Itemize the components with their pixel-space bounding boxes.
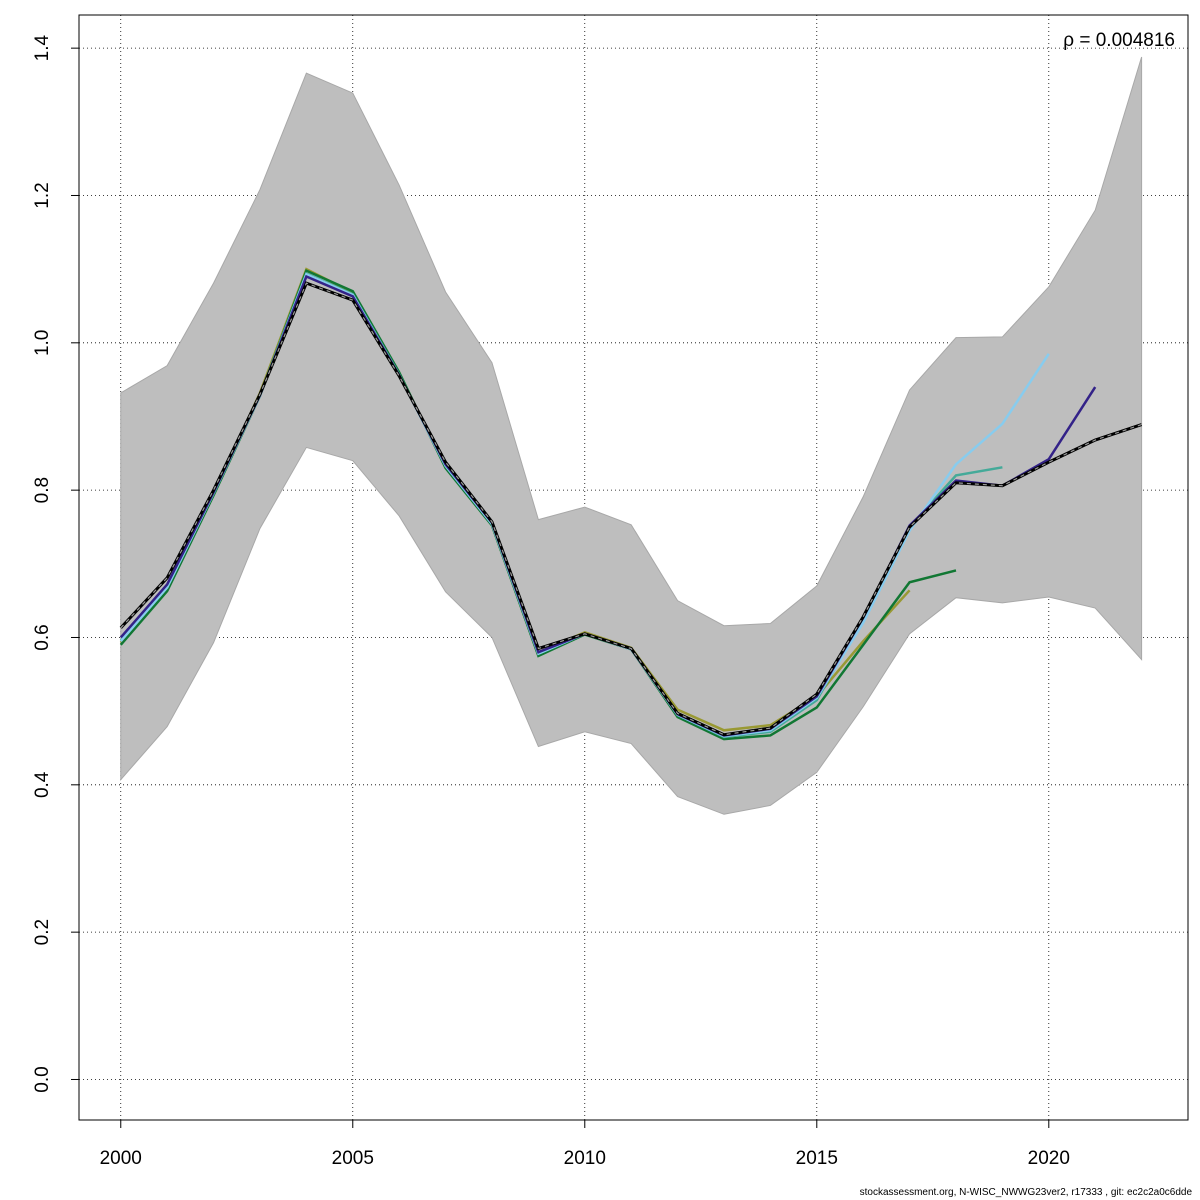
y-tick-label: 0.2: [32, 919, 53, 945]
base-run-dash: [120, 282, 1142, 736]
plot-frame: [78, 14, 1189, 1121]
footer-credit: stockassessment.org, N-WISC_NWWG23ver2, …: [859, 1187, 1192, 1198]
y-tick-label: 1.0: [32, 330, 53, 356]
confidence-band-area: [120, 56, 1143, 815]
x-tick-label: 2010: [564, 1148, 606, 1169]
y-tick-label: 0.8: [32, 477, 53, 503]
y-tick-label: 0.4: [32, 771, 53, 798]
y-tick-label: 1.2: [32, 182, 53, 208]
x-tick-label: 2005: [332, 1148, 374, 1169]
rho-annotation: ρ = 0.004816: [1063, 30, 1175, 51]
y-axis: 0.0 0.2 0.4 0.6 0.8 1.0 1.2 1.4: [32, 35, 79, 1093]
y-tick-label: 1.4: [32, 35, 53, 62]
confidence-band: [120, 56, 1143, 815]
x-tick-label: 2020: [1028, 1148, 1070, 1169]
series-lines: [119, 267, 1143, 741]
x-tick-label: 2000: [100, 1148, 142, 1169]
y-tick-label: 0.0: [32, 1066, 53, 1092]
x-tick-label: 2015: [796, 1148, 838, 1169]
y-tick-label: 0.6: [32, 624, 53, 650]
x-axis: 2000 2005 2010 2015 2020: [100, 1120, 1070, 1169]
